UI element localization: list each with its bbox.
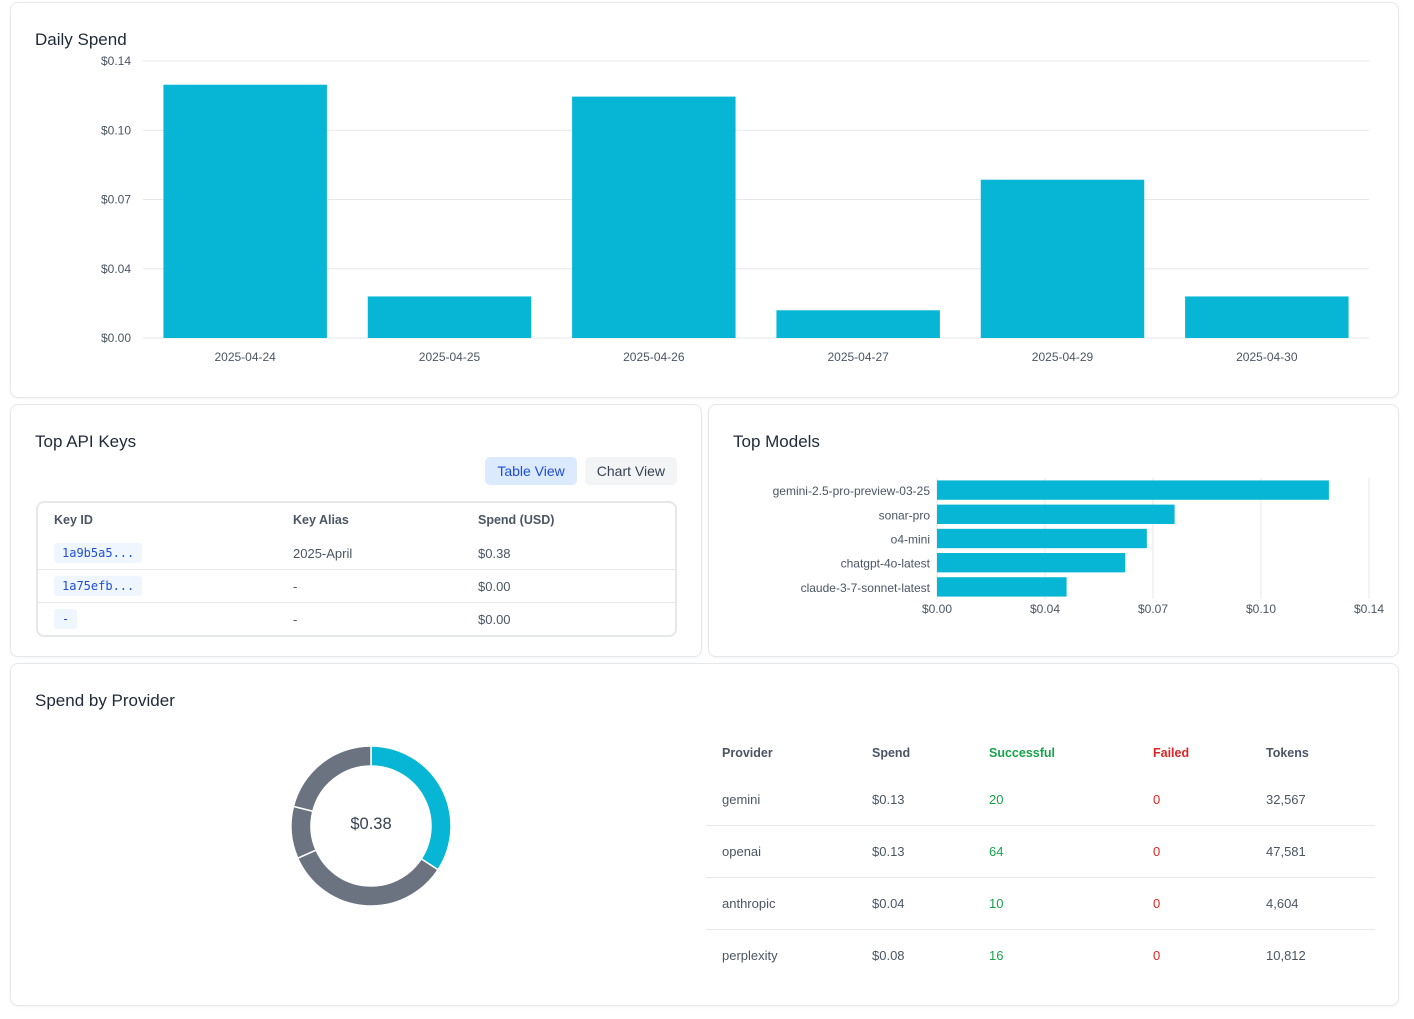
top-api-keys-card: Top API Keys Table View Chart View Key I…	[10, 404, 702, 657]
provider-cell: gemini	[722, 792, 761, 807]
bar	[163, 84, 327, 338]
x-tick-label: 2025-04-27	[827, 350, 889, 364]
column-header-spend: Spend (USD)	[478, 513, 555, 527]
table-row: - - $0.00	[38, 602, 675, 635]
donut-slice	[370, 745, 452, 871]
bar	[367, 296, 532, 338]
column-header-key-id: Key ID	[54, 513, 93, 527]
bar	[572, 96, 736, 338]
key-spend-cell: $0.00	[462, 569, 675, 603]
column-header-provider: Provider	[722, 746, 773, 760]
top-models-chart: $0.00 $0.04 $0.07 $0.10 $0.14 gemini-2.5-pro-…	[773, 478, 1384, 616]
bar	[776, 310, 940, 338]
spend-cell: $0.13	[872, 792, 905, 807]
spend-by-provider-title: Spend by Provider	[35, 691, 175, 710]
bar	[937, 553, 1126, 573]
failed-cell: 0	[1153, 792, 1161, 807]
provider-donut-chart	[290, 745, 452, 907]
successful-cell: 10	[973, 877, 1137, 930]
view-toggle: Table View Chart View	[485, 457, 677, 485]
tokens-cell: 32,567	[1266, 792, 1306, 807]
y-tick-label: sonar-pro	[879, 508, 931, 522]
top-models-title: Top Models	[733, 432, 820, 451]
successful-cell: 64	[973, 825, 1137, 878]
provider-cell: anthropic	[706, 877, 856, 930]
y-tick-label: chatgpt-4o-latest	[841, 557, 931, 571]
bar	[980, 179, 1145, 338]
x-tick-label: 2025-04-25	[419, 350, 481, 364]
key-alias-cell: -	[277, 569, 462, 603]
spend-by-provider-card: Spend by Provider $0.38 Provider Spend S…	[10, 663, 1399, 1006]
table-row: openai $0.13 64 0 47,581	[706, 825, 1375, 878]
key-alias-cell: 2025-April	[293, 545, 353, 561]
daily-spend-title: Daily Spend	[35, 30, 127, 49]
failed-cell: 0	[1137, 929, 1250, 981]
failed-cell: 0	[1137, 825, 1250, 878]
donut-total-label: $0.38	[350, 815, 392, 833]
x-tick-label: 2025-04-24	[214, 350, 276, 364]
key-alias-cell: -	[277, 602, 462, 635]
bar	[937, 577, 1067, 597]
y-tick-label: $0.04	[101, 262, 131, 276]
column-header-spend: Spend	[872, 746, 911, 760]
bar	[937, 480, 1329, 500]
y-tick-label: $0.07	[101, 193, 131, 207]
failed-cell: 0	[1137, 877, 1250, 930]
x-tick-label: $0.07	[1138, 602, 1168, 616]
table-row: perplexity $0.08 16 0 10,812	[706, 929, 1375, 981]
column-header-failed: Failed	[1153, 746, 1190, 760]
x-tick-label: $0.00	[922, 602, 952, 616]
api-keys-table: Key ID Key Alias Spend (USD) 1a9b5a5... …	[36, 501, 677, 637]
y-tick-label: claude-3-7-sonnet-latest	[801, 581, 931, 595]
key-spend-cell: $0.38	[478, 545, 511, 561]
key-spend-cell: $0.00	[462, 602, 675, 635]
y-tick-label: gemini-2.5-pro-preview-03-25	[773, 484, 931, 498]
tokens-cell: 47,581	[1250, 825, 1375, 878]
donut-slice	[296, 849, 440, 907]
chart-view-button[interactable]: Chart View	[584, 457, 677, 485]
donut-slice	[292, 745, 372, 813]
x-tick-label: 2025-04-29	[1032, 350, 1094, 364]
daily-spend-chart: $0.00 $0.04 $0.07 $0.10 $0.14 2025-04-24 2025-…	[101, 54, 1369, 364]
top-models-card: Top Models $0.00 $0.04 $0.07 $0.10 $0.14 gemi…	[708, 404, 1399, 657]
y-tick-label: $0.00	[101, 331, 131, 345]
daily-spend-card: Daily Spend $0.00 $0.04 $0.07 $0.10 $0.14 202…	[10, 2, 1399, 398]
bar	[937, 504, 1175, 524]
table-row: gemini $0.13 20 0 32,567	[706, 774, 1375, 826]
column-header-successful: Successful	[989, 746, 1056, 760]
y-tick-label: $0.14	[101, 54, 131, 68]
table-view-button[interactable]: Table View	[485, 457, 577, 485]
x-tick-label: $0.14	[1354, 602, 1384, 616]
provider-cell: openai	[706, 825, 856, 878]
table-row: 1a75efb... - $0.00	[38, 569, 675, 603]
y-tick-label: o4-mini	[891, 533, 930, 547]
x-tick-label: 2025-04-30	[1236, 350, 1298, 364]
y-tick-label: $0.10	[101, 123, 131, 137]
bar	[937, 528, 1147, 549]
table-row: anthropic $0.04 10 0 4,604	[706, 877, 1375, 930]
bar	[1185, 296, 1349, 338]
provider-cell: perplexity	[706, 929, 856, 981]
tokens-cell: 10,812	[1250, 929, 1375, 981]
column-header-key-alias: Key Alias	[293, 513, 349, 527]
x-tick-label: 2025-04-26	[623, 350, 685, 364]
x-tick-label: $0.10	[1246, 602, 1276, 616]
spend-cell: $0.04	[856, 877, 973, 930]
column-header-tokens: Tokens	[1266, 746, 1309, 760]
successful-cell: 20	[989, 792, 1004, 807]
top-api-keys-title: Top API Keys	[35, 432, 137, 451]
x-tick-label: $0.04	[1030, 602, 1060, 616]
spend-cell: $0.08	[856, 929, 973, 981]
successful-cell: 16	[973, 929, 1137, 981]
provider-table: Provider Spend Successful Failed Tokens …	[706, 732, 1375, 981]
spend-cell: $0.13	[856, 825, 973, 878]
tokens-cell: 4,604	[1250, 877, 1375, 930]
key-id-chip[interactable]: -	[54, 609, 78, 629]
key-id-chip[interactable]: 1a9b5a5...	[54, 543, 143, 563]
key-id-chip[interactable]: 1a75efb...	[54, 576, 143, 596]
table-row: 1a9b5a5... 2025-April $0.38	[38, 537, 675, 570]
